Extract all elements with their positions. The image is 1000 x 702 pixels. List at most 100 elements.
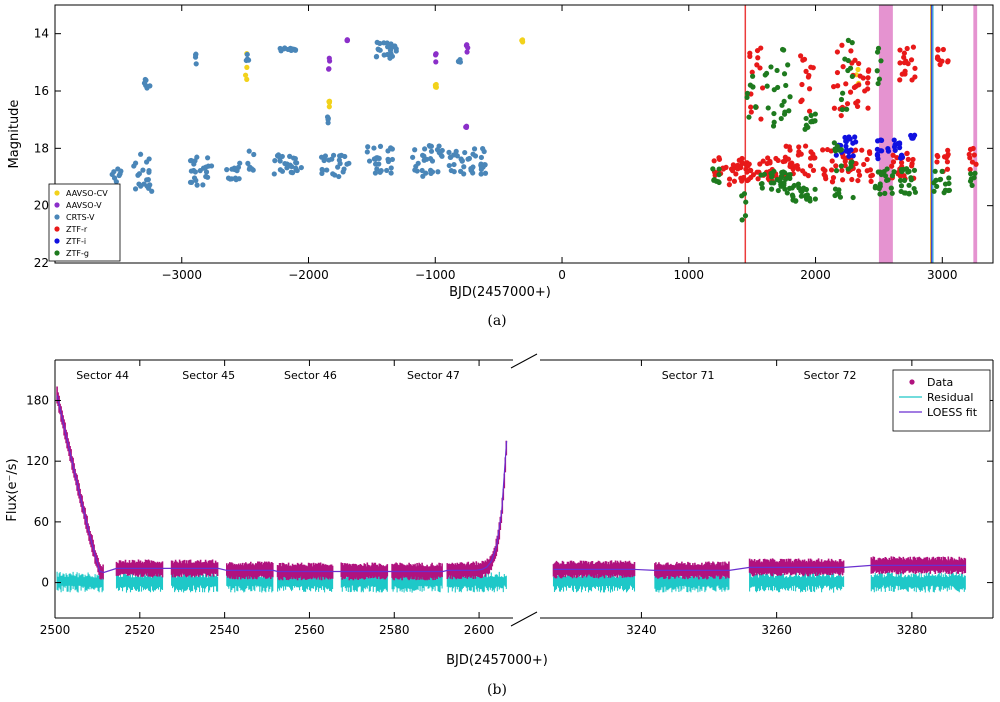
b-x-tick-label: 3260 xyxy=(761,623,792,637)
point-ztf-g-11-4 xyxy=(875,45,882,51)
point-ztf-r-7-9 xyxy=(848,48,854,54)
point-ztf-g-4-6 xyxy=(775,187,781,194)
point-ztf-g-10-33 xyxy=(878,171,884,178)
point-ztf-r-4-28 xyxy=(802,143,809,149)
point-crts-v-4-13 xyxy=(194,182,200,188)
point-ztf-g-11-5 xyxy=(874,68,880,74)
legend-label-aavso-v: AAVSO-V xyxy=(66,201,102,210)
point-crts-v-4-15 xyxy=(200,182,206,188)
a-x-tick-label: 2000 xyxy=(800,268,831,282)
point-ztf-g-5-20 xyxy=(771,110,777,117)
point-ztf-i-2-17 xyxy=(891,137,897,143)
point-ztf-r-7-21 xyxy=(865,80,871,86)
point-ztf-r-10-9 xyxy=(935,153,941,160)
point-ztf-r-9-17 xyxy=(897,77,903,83)
loess-fit-line-1 xyxy=(56,395,508,574)
point-ztf-r-6-2 xyxy=(833,163,839,169)
point-ztf-r-2-9 xyxy=(755,176,761,182)
residual-segment-9 xyxy=(552,571,636,593)
point-ztf-g-7-4 xyxy=(808,112,814,119)
point-ztf-g-8-5 xyxy=(833,168,840,174)
point-ztf-r-6-22 xyxy=(868,173,874,179)
point-crts-v-13-6 xyxy=(364,149,370,155)
point-crts-v-15-3 xyxy=(422,146,428,152)
panel-a-legend: AAVSO-CV AAVSO-V CRTS-V ZTF-r ZTF-i ZTF-… xyxy=(48,183,121,262)
point-ztf-r-7-29 xyxy=(857,73,863,79)
point-ztf-g-3-5 xyxy=(744,94,750,101)
point-ztf-r-9-9 xyxy=(901,50,907,56)
point-ztf-i-1-10 xyxy=(846,153,852,159)
point-ztf-i-1-5 xyxy=(833,152,839,158)
point-crts-v-16-37 xyxy=(478,164,485,170)
point-crts-v-11-25 xyxy=(341,166,347,172)
sector-label: Sector 71 xyxy=(662,369,715,382)
point-aavso-cv-5-4 xyxy=(855,66,861,73)
panel-b: 2500 2520 2540 2560 2580 2600 3240 3260 3280 0 60… xyxy=(5,353,994,698)
point-crts-v-16-3 xyxy=(451,169,457,175)
a-y-tick-label: 16 xyxy=(34,84,49,98)
point-ztf-g-13-1 xyxy=(972,170,978,176)
point-crts-v-9-21 xyxy=(293,167,299,173)
a-y-tick-label: 14 xyxy=(34,27,49,41)
point-ztf-g-13-5 xyxy=(968,171,974,177)
legend-marker-ztf-i xyxy=(54,238,60,244)
b-x-tick-label: 2580 xyxy=(379,623,410,637)
point-crts-v-2-16 xyxy=(145,177,151,183)
point-crts-v-16-5 xyxy=(471,146,478,152)
b-y-tick-label: 180 xyxy=(26,393,49,407)
point-ztf-g-6-20 xyxy=(803,186,810,193)
point-ztf-g-10-22 xyxy=(906,190,912,196)
point-crts-v-4-23 xyxy=(188,168,194,174)
point-ztf-g-10-4 xyxy=(882,190,888,196)
point-ztf-r-6-28 xyxy=(822,173,828,179)
point-ztf-r-5-6 xyxy=(806,108,813,114)
point-crts-v-10-14 xyxy=(287,46,293,53)
legend-item-residual: Residual xyxy=(899,391,973,404)
a-x-tick-label: −1000 xyxy=(415,268,456,282)
point-ztf-r-1-24 xyxy=(733,171,739,177)
point-ztf-g-3-6 xyxy=(744,90,751,96)
point-ztf-g-9-11 xyxy=(844,106,850,112)
panel-b-legend-frame xyxy=(892,369,991,432)
point-crts-v-15-15 xyxy=(424,156,430,162)
point-ztf-g-12-3 xyxy=(939,168,945,174)
point-ztf-r-9-14 xyxy=(912,74,918,80)
point-ztf-g-5-5 xyxy=(779,102,785,108)
b-x-tick-label: 2540 xyxy=(209,623,240,637)
point-ztf-g-3-8 xyxy=(750,73,756,79)
point-ztf-r-10-11 xyxy=(943,154,949,161)
axis-break-mark-bottom xyxy=(510,611,538,627)
point-ztf-r-4-9 xyxy=(785,156,792,162)
point-ztf-r-1-8 xyxy=(712,172,718,178)
point-ztf-r-6-44 xyxy=(829,158,835,164)
panel-a-bands xyxy=(744,5,978,263)
panel-b-x-ticks: 2500 2520 2540 2560 2580 2600 3240 3260 3280 xyxy=(40,360,927,637)
point-ztf-g-10-10 xyxy=(888,185,894,191)
point-ztf-g-10-36 xyxy=(898,166,905,173)
panel-a-points xyxy=(109,37,979,223)
point-crts-v-11-6 xyxy=(336,173,342,180)
point-crts-v-4-18 xyxy=(192,169,198,175)
point-ztf-r-10-4 xyxy=(944,166,951,172)
point-ztf-r-6-46 xyxy=(820,166,826,172)
point-ztf-r-6-19 xyxy=(864,156,870,163)
point-ztf-r-12-6 xyxy=(969,159,976,165)
point-aavso-v-4-4 xyxy=(464,49,470,55)
legend-marker-data xyxy=(909,379,915,385)
point-ztf-g-8-13 xyxy=(836,187,842,193)
point-ztf-g-5-22 xyxy=(762,72,768,78)
point-ztf-i-2-22 xyxy=(899,154,906,160)
point-crts-v-15-18 xyxy=(428,148,435,154)
point-crts-v-13-23 xyxy=(385,158,392,165)
point-crts-v-6-7 xyxy=(237,160,243,166)
point-ztf-g-9-5 xyxy=(838,96,845,103)
point-ztf-g-10-29 xyxy=(912,189,919,195)
point-ztf-r-6-38 xyxy=(856,168,862,174)
point-ztf-r-5-12 xyxy=(808,64,814,70)
point-ztf-r-4-26 xyxy=(788,163,794,169)
point-ztf-r-7-27 xyxy=(835,83,841,89)
point-ztf-g-4-11 xyxy=(758,172,764,178)
point-crts-v-15-24 xyxy=(435,169,441,175)
legend-item-aavso-cv: AAVSO-CV xyxy=(54,189,108,198)
